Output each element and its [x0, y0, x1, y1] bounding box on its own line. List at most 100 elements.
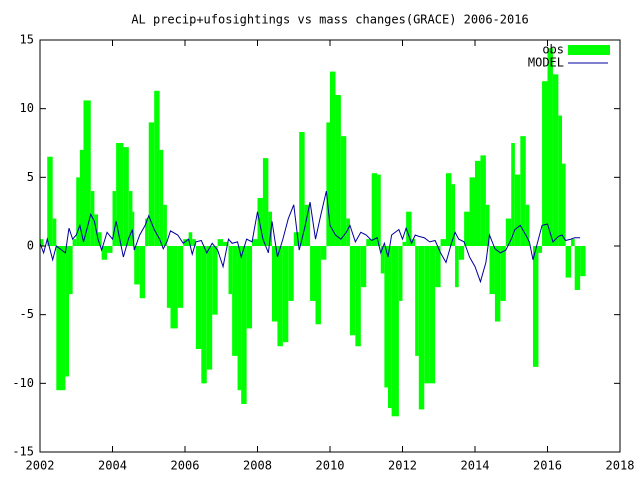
bar: [494, 246, 501, 322]
bar: [446, 173, 452, 246]
y-tick-label: 15: [20, 33, 34, 47]
bar: [458, 246, 465, 260]
y-tick-label: -5: [20, 307, 34, 321]
bar: [272, 246, 278, 322]
bar: [384, 246, 388, 388]
bar: [349, 246, 356, 336]
y-tick-label: 10: [20, 101, 34, 115]
chart-title: AL precip+ufosightings vs mass changes(G…: [131, 13, 528, 27]
bar: [65, 246, 69, 377]
legend-label: MODEL: [528, 56, 564, 70]
bar: [56, 246, 66, 391]
y-tick-label: -10: [12, 376, 34, 390]
x-tick-label: 2008: [243, 459, 272, 473]
bar: [69, 246, 73, 295]
bar: [571, 239, 575, 246]
bar: [574, 246, 581, 290]
bar: [241, 246, 247, 404]
bar: [552, 74, 559, 246]
bar: [360, 246, 367, 288]
bar: [145, 218, 149, 246]
bar: [440, 239, 446, 246]
bar: [469, 177, 475, 246]
x-tick-label: 2010: [316, 459, 345, 473]
bar: [101, 246, 108, 260]
bar: [170, 246, 178, 329]
bar: [252, 239, 258, 246]
x-tick-label: 2004: [98, 459, 127, 473]
bar: [246, 246, 253, 329]
bar: [116, 143, 124, 246]
bar: [262, 158, 269, 246]
bar: [315, 246, 321, 325]
bar: [355, 246, 361, 347]
bar: [525, 204, 530, 246]
bar: [388, 246, 392, 409]
bar: [139, 246, 146, 299]
bar: [580, 246, 586, 277]
bar: [565, 246, 572, 278]
bar: [475, 160, 481, 246]
bar: [123, 147, 129, 246]
bar: [542, 81, 548, 246]
bar: [500, 246, 506, 301]
bar: [464, 211, 470, 246]
y-tick-label: 5: [27, 170, 34, 184]
bar: [346, 218, 350, 246]
bar: [83, 100, 91, 246]
bar: [514, 174, 521, 246]
bar: [451, 184, 456, 246]
bar: [177, 246, 184, 308]
bar: [163, 204, 167, 246]
y-tick-label: 0: [27, 239, 34, 253]
bar: [411, 239, 416, 246]
bar: [366, 239, 372, 246]
x-tick-label: 2018: [606, 459, 635, 473]
bar: [76, 177, 80, 246]
bar: [562, 163, 566, 246]
bar: [79, 149, 84, 246]
bar: [183, 239, 189, 246]
bar: [547, 48, 553, 246]
bar: [159, 149, 164, 246]
bar: [112, 191, 117, 246]
bar: [533, 246, 539, 367]
bar: [166, 246, 171, 308]
bar: [424, 246, 430, 384]
bar: [268, 211, 272, 246]
bar: [489, 246, 495, 295]
bar: [201, 246, 207, 384]
bar: [340, 136, 347, 246]
bar: [538, 246, 543, 253]
bar: [435, 246, 441, 288]
x-tick-label: 2016: [533, 459, 562, 473]
y-tick-label: -15: [12, 445, 34, 459]
bar: [134, 246, 140, 285]
bar: [330, 71, 336, 246]
bar: [377, 174, 381, 246]
bar: [455, 246, 459, 288]
bar: [320, 246, 327, 260]
bar: [480, 155, 486, 246]
bar: [212, 246, 218, 315]
bar: [520, 136, 526, 246]
bar: [380, 246, 385, 274]
bar: [335, 94, 341, 246]
x-tick-label: 2006: [171, 459, 200, 473]
bar: [415, 246, 419, 356]
bar: [418, 246, 425, 410]
bar: [288, 246, 294, 301]
bar: [228, 246, 233, 295]
bar: [192, 239, 196, 246]
bar: [148, 122, 155, 246]
bar: [558, 115, 562, 247]
bar: [485, 204, 490, 246]
bar: [223, 241, 229, 246]
bar: [402, 241, 407, 246]
bar: [237, 246, 242, 391]
bar: [391, 246, 399, 417]
bar: [406, 211, 412, 246]
x-tick-label: 2014: [461, 459, 490, 473]
